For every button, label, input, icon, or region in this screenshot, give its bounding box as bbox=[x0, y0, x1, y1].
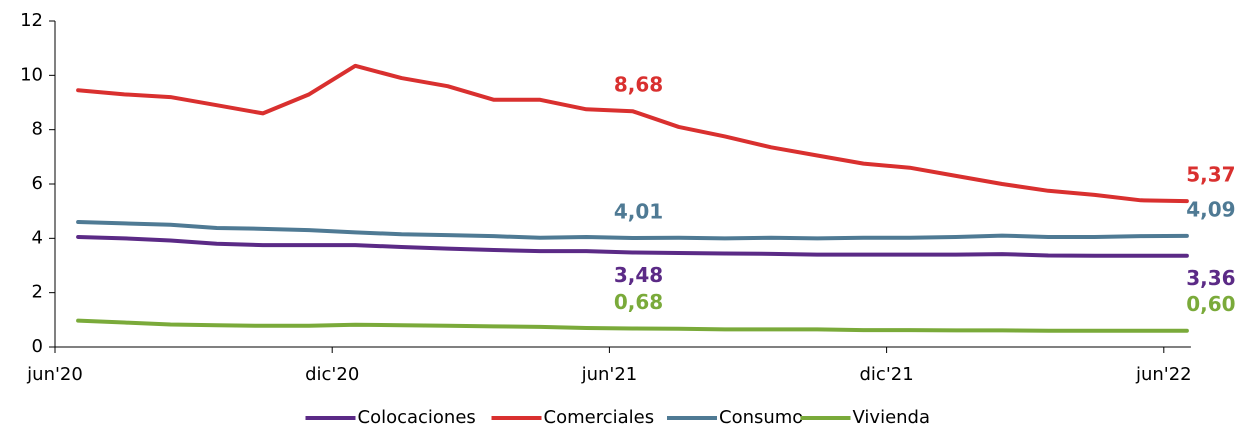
x-tick-label: jun'20 bbox=[26, 364, 83, 385]
y-tick-label: 8 bbox=[32, 119, 43, 140]
value-label: 0,60 bbox=[1186, 292, 1235, 316]
series-line bbox=[76, 63, 1189, 204]
series-line bbox=[76, 318, 1189, 333]
x-tick-label: jun'22 bbox=[1135, 364, 1192, 385]
y-tick-label: 6 bbox=[32, 173, 43, 194]
series-line bbox=[76, 220, 1189, 241]
series-line bbox=[76, 234, 1189, 258]
y-tick-label: 12 bbox=[20, 10, 43, 31]
x-tick-label: jun'21 bbox=[581, 364, 638, 385]
y-tick-label: 0 bbox=[32, 336, 43, 357]
legend-label: Comerciales bbox=[544, 407, 655, 428]
value-label: 8,68 bbox=[614, 73, 663, 97]
legend-label: Colocaciones bbox=[358, 407, 476, 428]
value-label: 5,37 bbox=[1186, 163, 1235, 187]
value-label: 4,01 bbox=[614, 200, 663, 224]
x-tick-label: dic'20 bbox=[305, 364, 359, 385]
legend-label: Consumo bbox=[719, 407, 803, 428]
value-label: 0,68 bbox=[614, 290, 663, 314]
y-tick-label: 4 bbox=[32, 227, 43, 248]
value-label: 4,09 bbox=[1186, 197, 1235, 221]
x-tick-label: dic'21 bbox=[860, 364, 914, 385]
y-tick-label: 2 bbox=[32, 282, 43, 303]
value-label: 3,36 bbox=[1186, 266, 1235, 290]
y-tick-label: 10 bbox=[20, 64, 43, 85]
value-label: 3,48 bbox=[614, 263, 663, 287]
legend-label: Vivienda bbox=[853, 407, 931, 428]
